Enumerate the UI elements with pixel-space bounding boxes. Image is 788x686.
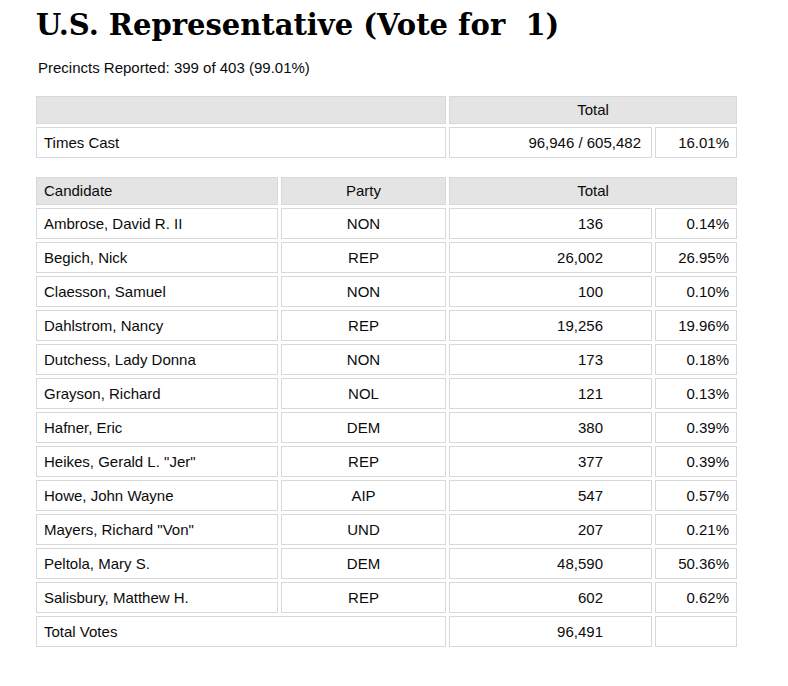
candidate-name-cell: Hafner, Eric — [36, 412, 278, 443]
column-header-total: Total — [449, 177, 737, 205]
table-row: Dahlstrom, Nancy REP 19,256 19.96% — [36, 310, 737, 341]
table-row: Hafner, Eric DEM 380 0.39% — [36, 412, 737, 443]
table-gap — [36, 161, 788, 174]
candidate-name-cell: Peltola, Mary S. — [36, 548, 278, 579]
summary-table: Total Times Cast 96,946 / 605,482 16.01% — [33, 93, 740, 161]
percent-cell: 0.21% — [655, 514, 737, 545]
votes-cell: 26,002 — [449, 242, 652, 273]
votes-cell: 173 — [449, 344, 652, 375]
page-title: U.S. Representative (Vote for 1) — [36, 8, 788, 43]
percent-cell: 0.10% — [655, 276, 737, 307]
election-results-page: U.S. Representative (Vote for 1) Precinc… — [0, 0, 788, 686]
table-row: Howe, John Wayne AIP 547 0.57% — [36, 480, 737, 511]
party-cell: AIP — [281, 480, 446, 511]
percent-cell: 26.95% — [655, 242, 737, 273]
party-cell: NOL — [281, 378, 446, 409]
candidate-name-cell: Dahlstrom, Nancy — [36, 310, 278, 341]
votes-cell: 19,256 — [449, 310, 652, 341]
times-cast-label: Times Cast — [36, 127, 446, 158]
party-cell: REP — [281, 446, 446, 477]
column-header-party: Party — [281, 177, 446, 205]
candidate-name-cell: Salisbury, Matthew H. — [36, 582, 278, 613]
votes-cell: 547 — [449, 480, 652, 511]
candidate-name-cell: Heikes, Gerald L. "Jer" — [36, 446, 278, 477]
total-votes-percent — [655, 616, 737, 647]
party-cell: DEM — [281, 548, 446, 579]
table-row: Peltola, Mary S. DEM 48,590 50.36% — [36, 548, 737, 579]
column-header-candidate: Candidate — [36, 177, 278, 205]
precincts-reported: Precincts Reported: 399 of 403 (99.01%) — [38, 59, 788, 76]
votes-cell: 121 — [449, 378, 652, 409]
percent-cell: 0.62% — [655, 582, 737, 613]
table-row: Mayers, Richard "Von" UND 207 0.21% — [36, 514, 737, 545]
party-cell: REP — [281, 582, 446, 613]
table-row: Claesson, Samuel NON 100 0.10% — [36, 276, 737, 307]
summary-header-row: Total — [36, 96, 737, 124]
percent-cell: 0.57% — [655, 480, 737, 511]
party-cell: DEM — [281, 412, 446, 443]
votes-cell: 380 — [449, 412, 652, 443]
party-cell: REP — [281, 242, 446, 273]
party-cell: NON — [281, 208, 446, 239]
table-row: Salisbury, Matthew H. REP 602 0.62% — [36, 582, 737, 613]
percent-cell: 0.39% — [655, 446, 737, 477]
times-cast-value: 96,946 / 605,482 — [449, 127, 652, 158]
percent-cell: 0.39% — [655, 412, 737, 443]
results-table: Candidate Party Total Ambrose, David R. … — [33, 174, 740, 650]
total-votes-label: Total Votes — [36, 616, 446, 647]
candidate-name-cell: Howe, John Wayne — [36, 480, 278, 511]
candidate-name-cell: Begich, Nick — [36, 242, 278, 273]
party-cell: NON — [281, 344, 446, 375]
percent-cell: 50.36% — [655, 548, 737, 579]
table-row: Grayson, Richard NOL 121 0.13% — [36, 378, 737, 409]
times-cast-percent: 16.01% — [655, 127, 737, 158]
percent-cell: 0.18% — [655, 344, 737, 375]
total-votes-value: 96,491 — [449, 616, 652, 647]
summary-header-empty-cell — [36, 96, 446, 124]
candidate-name-cell: Ambrose, David R. II — [36, 208, 278, 239]
table-row: Dutchess, Lady Donna NON 173 0.18% — [36, 344, 737, 375]
summary-header-total: Total — [449, 96, 737, 124]
votes-cell: 207 — [449, 514, 652, 545]
candidate-name-cell: Mayers, Richard "Von" — [36, 514, 278, 545]
percent-cell: 0.14% — [655, 208, 737, 239]
percent-cell: 19.96% — [655, 310, 737, 341]
results-header-row: Candidate Party Total — [36, 177, 737, 205]
table-row: Ambrose, David R. II NON 136 0.14% — [36, 208, 737, 239]
candidate-name-cell: Dutchess, Lady Donna — [36, 344, 278, 375]
candidate-name-cell: Claesson, Samuel — [36, 276, 278, 307]
table-row: Begich, Nick REP 26,002 26.95% — [36, 242, 737, 273]
party-cell: UND — [281, 514, 446, 545]
total-votes-row: Total Votes 96,491 — [36, 616, 737, 647]
votes-cell: 377 — [449, 446, 652, 477]
votes-cell: 48,590 — [449, 548, 652, 579]
times-cast-row: Times Cast 96,946 / 605,482 16.01% — [36, 127, 737, 158]
votes-cell: 602 — [449, 582, 652, 613]
percent-cell: 0.13% — [655, 378, 737, 409]
party-cell: REP — [281, 310, 446, 341]
table-row: Heikes, Gerald L. "Jer" REP 377 0.39% — [36, 446, 737, 477]
party-cell: NON — [281, 276, 446, 307]
votes-cell: 136 — [449, 208, 652, 239]
votes-cell: 100 — [449, 276, 652, 307]
candidate-name-cell: Grayson, Richard — [36, 378, 278, 409]
